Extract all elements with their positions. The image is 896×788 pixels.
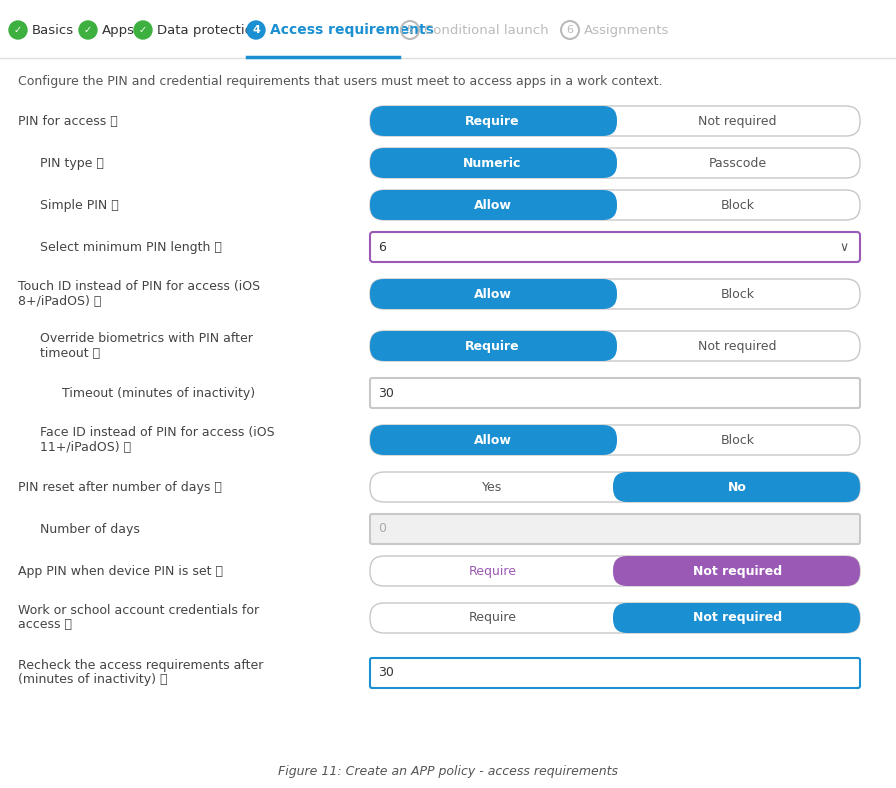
Text: Require: Require — [465, 114, 520, 128]
Text: Not required: Not required — [693, 611, 782, 625]
FancyBboxPatch shape — [370, 425, 860, 455]
Text: Conditional launch: Conditional launch — [424, 24, 548, 36]
Text: Require: Require — [469, 611, 516, 625]
Text: Basics: Basics — [32, 24, 74, 36]
Text: Recheck the access requirements after: Recheck the access requirements after — [18, 659, 263, 671]
FancyBboxPatch shape — [370, 331, 617, 361]
Text: 6: 6 — [378, 240, 386, 254]
Circle shape — [79, 21, 97, 39]
FancyBboxPatch shape — [370, 514, 860, 544]
FancyBboxPatch shape — [613, 603, 860, 633]
Text: 0: 0 — [378, 522, 386, 536]
Text: Block: Block — [720, 199, 754, 211]
Text: timeout ⓘ: timeout ⓘ — [40, 347, 100, 359]
Text: Require: Require — [465, 340, 520, 352]
Text: (minutes of inactivity) ⓘ: (minutes of inactivity) ⓘ — [18, 674, 168, 686]
Text: PIN type ⓘ: PIN type ⓘ — [40, 157, 104, 169]
Text: ∨: ∨ — [840, 240, 849, 254]
FancyBboxPatch shape — [370, 279, 860, 309]
Text: Simple PIN ⓘ: Simple PIN ⓘ — [40, 199, 119, 211]
FancyBboxPatch shape — [370, 106, 617, 136]
Text: 30: 30 — [378, 667, 394, 679]
Text: Not required: Not required — [693, 564, 782, 578]
Text: Allow: Allow — [474, 433, 512, 447]
Text: 5: 5 — [407, 25, 413, 35]
FancyBboxPatch shape — [370, 232, 860, 262]
Text: Block: Block — [720, 288, 754, 300]
Text: Face ID instead of PIN for access (iOS: Face ID instead of PIN for access (iOS — [40, 426, 275, 438]
Text: Figure 11: Create an APP policy - access requirements: Figure 11: Create an APP policy - access… — [278, 765, 618, 779]
Text: PIN for access ⓘ: PIN for access ⓘ — [18, 114, 117, 128]
Text: Not required: Not required — [698, 340, 777, 352]
FancyBboxPatch shape — [613, 472, 860, 502]
Text: access ⓘ: access ⓘ — [18, 619, 72, 631]
Text: Numeric: Numeric — [463, 157, 521, 169]
Text: Allow: Allow — [474, 288, 512, 300]
Text: No: No — [728, 481, 747, 493]
Text: Work or school account credentials for: Work or school account credentials for — [18, 604, 259, 616]
Text: Select minimum PIN length ⓘ: Select minimum PIN length ⓘ — [40, 240, 222, 254]
FancyBboxPatch shape — [370, 378, 860, 408]
Text: ✓: ✓ — [84, 25, 92, 35]
Text: Allow: Allow — [474, 199, 512, 211]
FancyBboxPatch shape — [370, 190, 860, 220]
FancyBboxPatch shape — [370, 148, 617, 178]
FancyBboxPatch shape — [370, 556, 860, 586]
Text: Not required: Not required — [698, 114, 777, 128]
FancyBboxPatch shape — [370, 106, 860, 136]
Text: 11+/iPadOS) ⓘ: 11+/iPadOS) ⓘ — [40, 440, 131, 454]
Text: 6: 6 — [566, 25, 573, 35]
Text: Override biometrics with PIN after: Override biometrics with PIN after — [40, 332, 253, 344]
FancyBboxPatch shape — [370, 472, 860, 502]
FancyBboxPatch shape — [370, 425, 617, 455]
FancyBboxPatch shape — [370, 279, 617, 309]
Text: Require: Require — [469, 564, 516, 578]
Text: 30: 30 — [378, 386, 394, 400]
Circle shape — [9, 21, 27, 39]
Text: PIN reset after number of days ⓘ: PIN reset after number of days ⓘ — [18, 481, 222, 493]
Text: Timeout (minutes of inactivity): Timeout (minutes of inactivity) — [62, 386, 255, 400]
Text: ✓: ✓ — [14, 25, 22, 35]
Text: Yes: Yes — [482, 481, 503, 493]
FancyBboxPatch shape — [370, 331, 860, 361]
FancyBboxPatch shape — [370, 603, 860, 633]
Text: Assignments: Assignments — [584, 24, 669, 36]
Text: Number of days: Number of days — [40, 522, 140, 536]
FancyBboxPatch shape — [370, 148, 860, 178]
Text: Data protection: Data protection — [157, 24, 262, 36]
Text: Access requirements: Access requirements — [270, 23, 434, 37]
Text: ✓: ✓ — [139, 25, 147, 35]
FancyBboxPatch shape — [613, 556, 860, 586]
Text: Apps: Apps — [102, 24, 135, 36]
Text: Passcode: Passcode — [709, 157, 767, 169]
Circle shape — [247, 21, 265, 39]
Text: Block: Block — [720, 433, 754, 447]
Text: 4: 4 — [252, 25, 260, 35]
FancyBboxPatch shape — [370, 190, 617, 220]
Text: Configure the PIN and credential requirements that users must meet to access app: Configure the PIN and credential require… — [18, 75, 662, 88]
Text: 8+/iPadOS) ⓘ: 8+/iPadOS) ⓘ — [18, 295, 101, 307]
Text: App PIN when device PIN is set ⓘ: App PIN when device PIN is set ⓘ — [18, 564, 223, 578]
FancyBboxPatch shape — [370, 658, 860, 688]
Text: Touch ID instead of PIN for access (iOS: Touch ID instead of PIN for access (iOS — [18, 280, 260, 292]
Circle shape — [134, 21, 152, 39]
